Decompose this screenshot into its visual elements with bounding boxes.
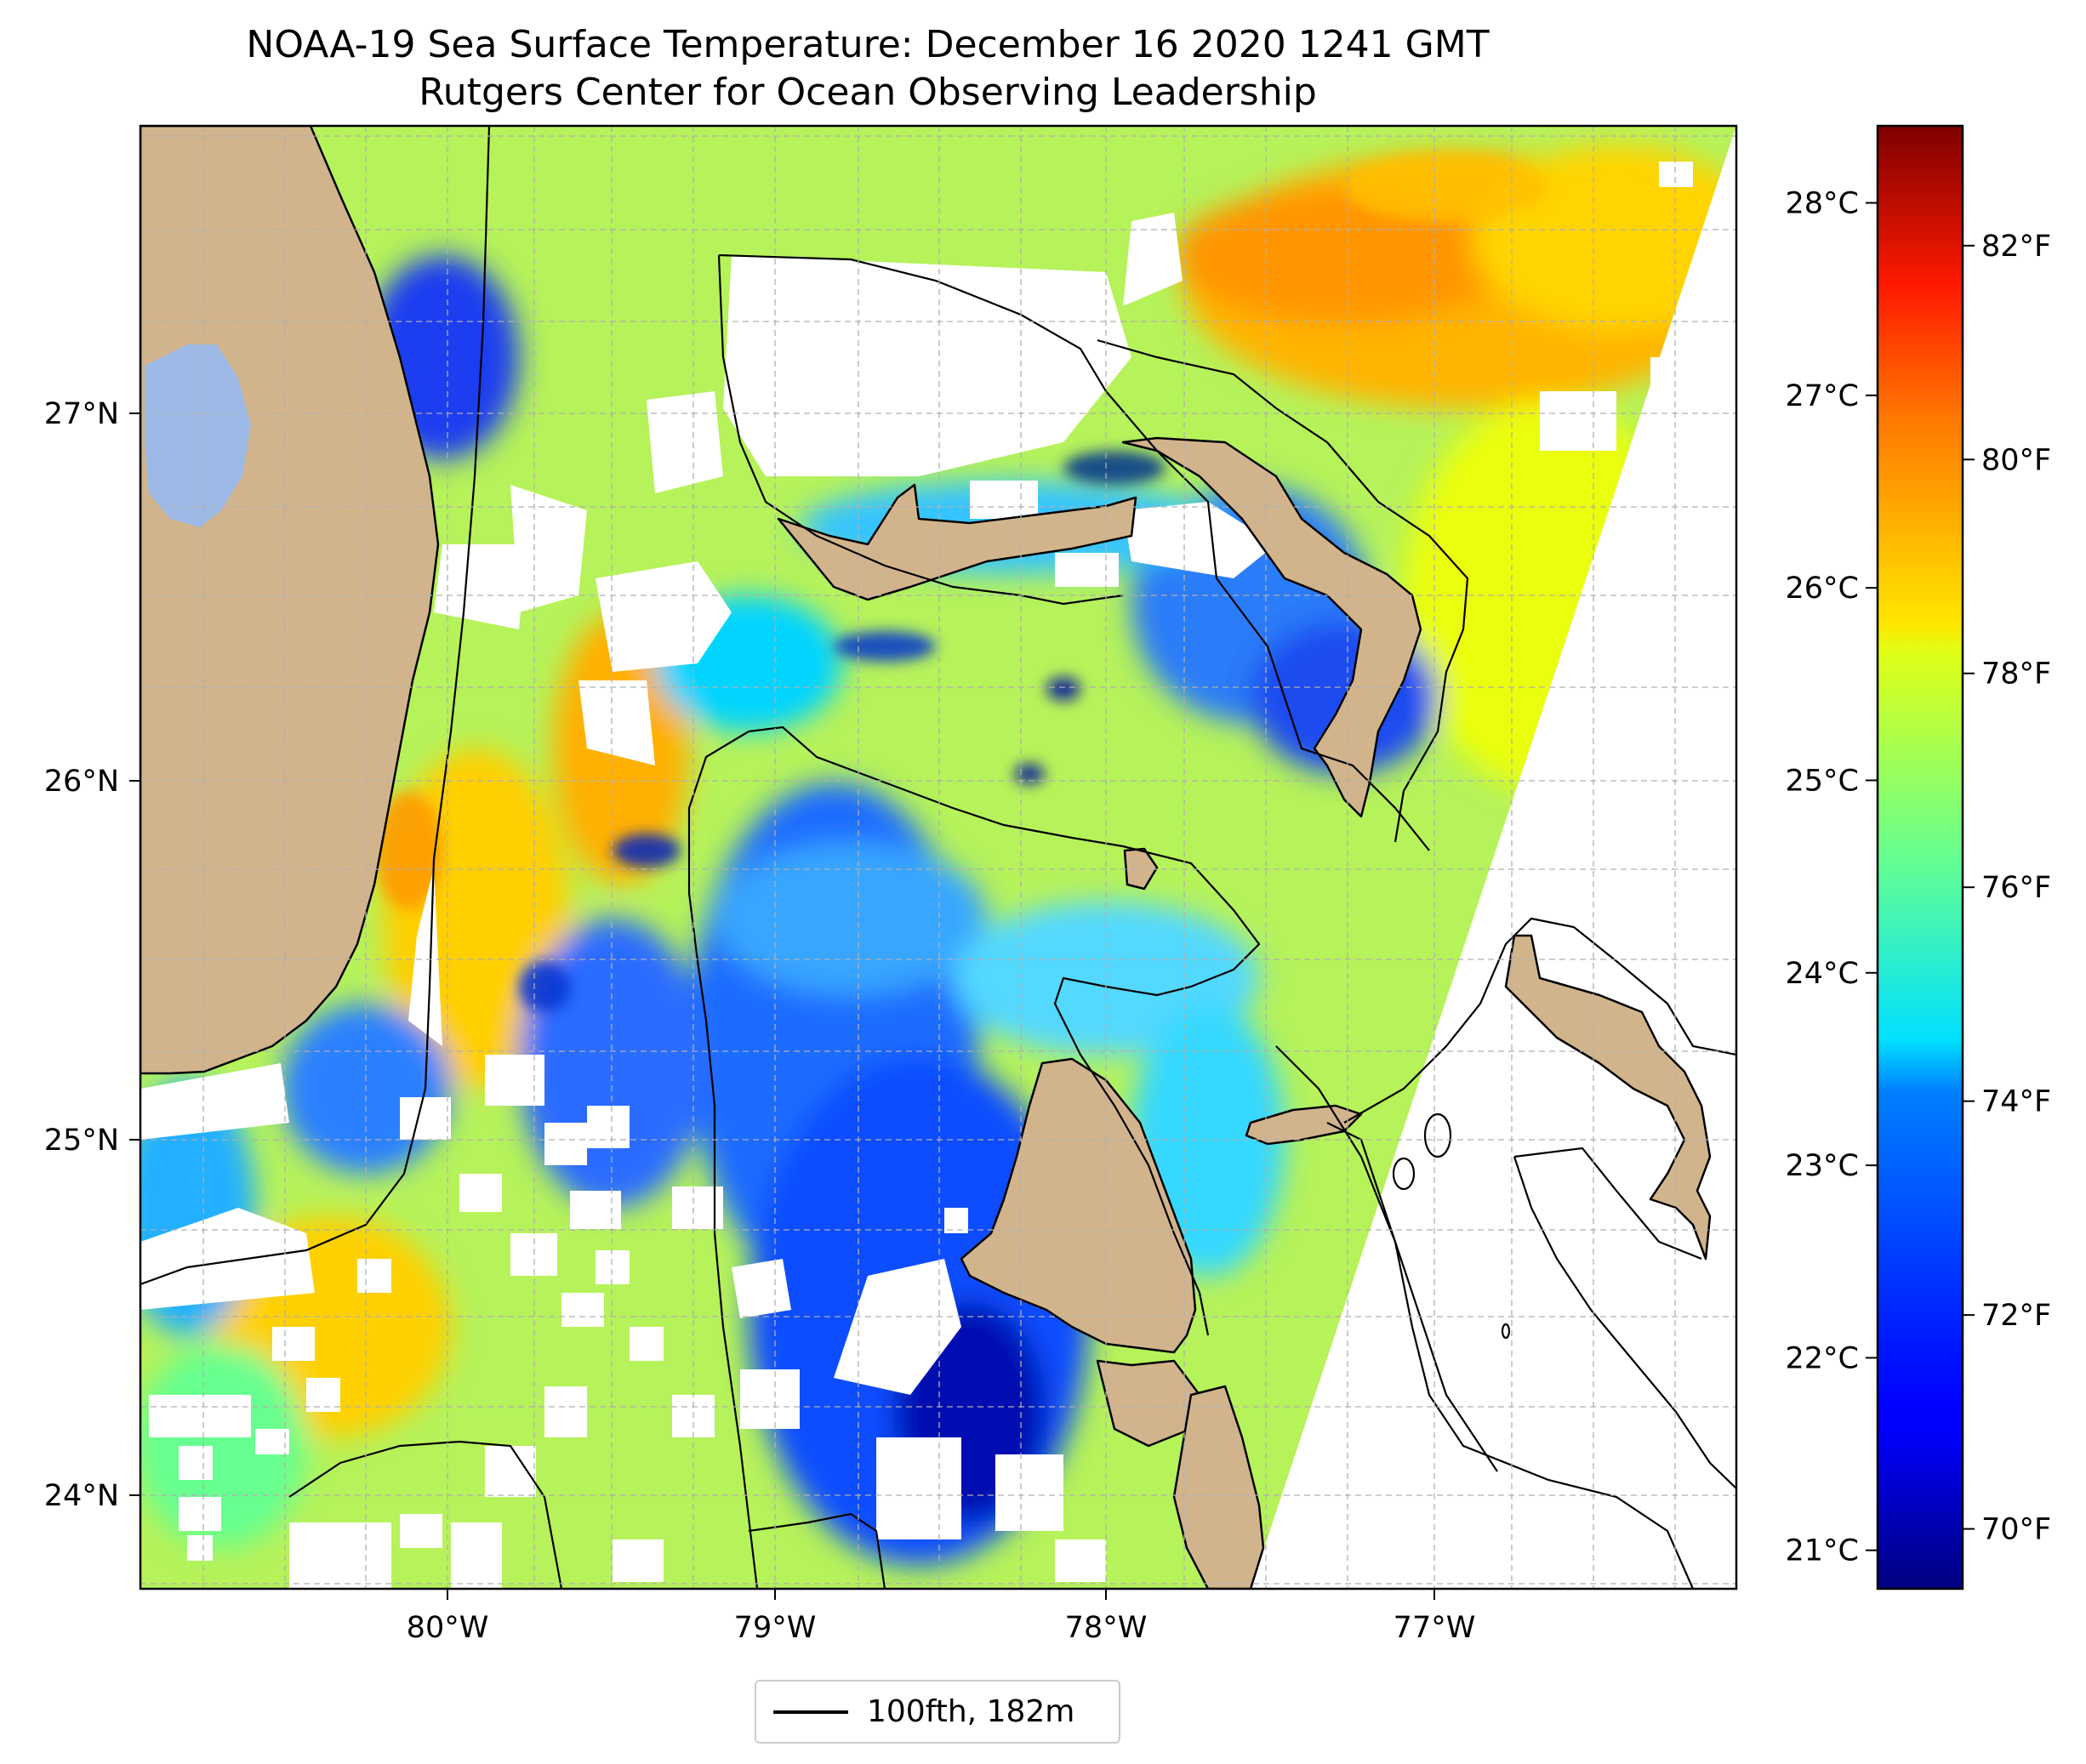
colorbar-fahrenheit-label: 70°F: [1981, 1513, 2051, 1547]
lat-label-26: 26°N: [44, 765, 119, 799]
colorbar-gradient: [1876, 124, 1964, 1590]
colorbar-celsius-label: 22°C: [1786, 1341, 1859, 1375]
colorbar-celsius-label: 26°C: [1786, 572, 1859, 606]
lat-label-25: 25°N: [44, 1124, 119, 1158]
colorbar-celsius-label: 23°C: [1786, 1149, 1859, 1183]
isobath-100fth: [140, 126, 1736, 1589]
legend-line-swatch: [773, 1710, 848, 1714]
gridlines: [140, 126, 1736, 1589]
lon-label-79w: 79°W: [734, 1611, 817, 1645]
map-frame: [139, 124, 1738, 1590]
chart-title: NOAA-19 Sea Surface Temperature: Decembe…: [246, 23, 1490, 66]
colorbar-celsius-label: 21°C: [1786, 1534, 1859, 1568]
colorbar-fahrenheit-label: 80°F: [1981, 443, 2051, 477]
colorbar-celsius-label: 24°C: [1786, 957, 1859, 991]
colorbar-celsius-label: 27°C: [1786, 379, 1859, 413]
lon-label-80w: 80°W: [407, 1611, 489, 1645]
legend-label: 100fth, 182m: [867, 1694, 1075, 1729]
colorbar: 28°C 27°C 26°C 25°C 24°C 23°C 22°C 21°C 82°F 80°…: [1786, 124, 2051, 1590]
lat-label-24: 24°N: [44, 1479, 119, 1513]
colorbar-fahrenheit-label: 78°F: [1981, 657, 2051, 691]
axis-ticks: [129, 413, 1435, 1600]
lat-label-27: 27°N: [44, 397, 119, 431]
colorbar-fahrenheit-label: 76°F: [1981, 871, 2051, 905]
lon-label-77w: 77°W: [1394, 1611, 1476, 1645]
chart-subtitle: Rutgers Center for Ocean Observing Leade…: [419, 71, 1317, 114]
map-area: [140, 126, 1736, 1589]
colorbar-fahrenheit-label: 74°F: [1981, 1085, 2051, 1119]
colorbar-fahrenheit-label: 82°F: [1981, 230, 2051, 264]
colorbar-fahrenheit-label: 72°F: [1981, 1299, 2051, 1333]
lon-label-78w: 78°W: [1065, 1611, 1148, 1645]
colorbar-celsius-label: 25°C: [1786, 764, 1859, 798]
legend: 100fth, 182m: [755, 1680, 1120, 1744]
colorbar-celsius-label: 28°C: [1786, 187, 1859, 221]
lake-okeechobee: [145, 344, 251, 527]
